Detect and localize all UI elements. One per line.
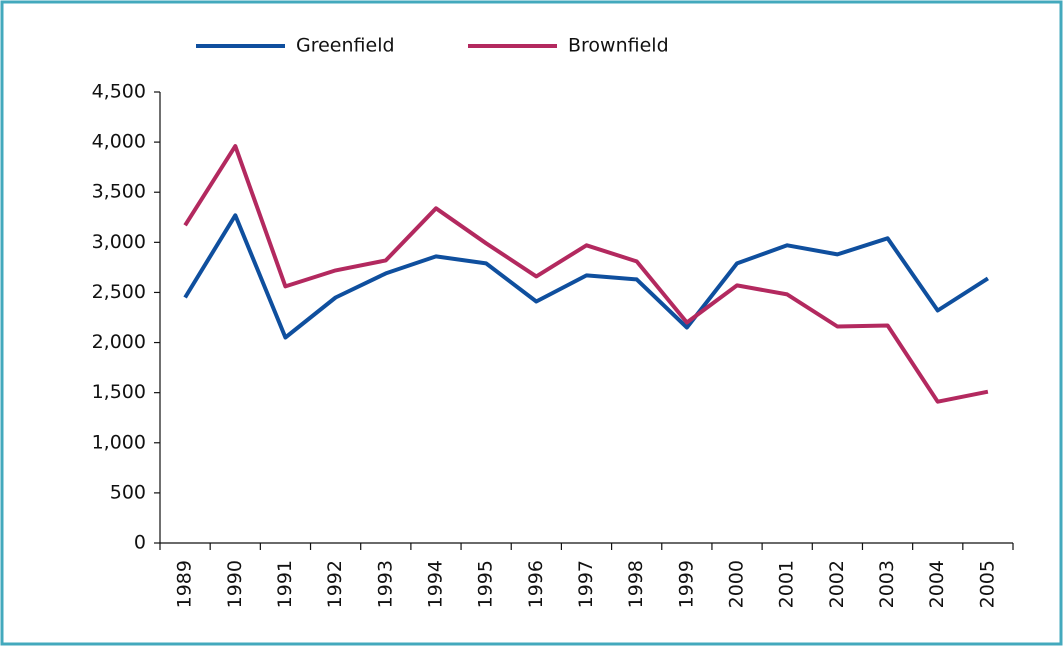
y-tick-label: 4,000 [92,131,146,153]
y-tick-label: 4,500 [92,81,146,103]
x-tick-label: 2005 [976,560,998,608]
x-tick-label: 1995 [475,560,497,608]
x-tick-label: 1996 [525,560,547,608]
y-tick-label: 2,500 [92,281,146,303]
series-line [183,213,989,340]
y-tick-label: 500 [110,481,146,503]
x-tick-label: 2003 [876,560,898,608]
x-tick-label: 1991 [274,560,296,608]
legend-label: Greenfield [296,35,395,57]
series-line [183,144,989,404]
x-tick-label: 1998 [625,560,647,608]
y-tick-label: 3,000 [92,231,146,253]
legend-label: Brownfield [568,35,669,57]
x-tick-label: 1993 [374,560,396,608]
x-tick-label: 2000 [726,560,748,608]
x-tick-label: 1992 [324,560,346,608]
x-tick-label: 1999 [675,560,697,608]
x-tick-label: 2001 [776,560,798,608]
x-tick-label: 2004 [926,560,948,608]
x-tick-label: 1997 [575,560,597,608]
y-tick-label: 1,000 [92,431,146,453]
y-tick-label: 3,500 [92,181,146,203]
x-tick-label: 1989 [174,560,196,608]
y-tick-label: 0 [134,532,146,554]
y-tick-label: 2,000 [92,331,146,353]
x-tick-label: 1990 [224,560,246,608]
y-tick-label: 1,500 [92,381,146,403]
x-tick-label: 2002 [826,560,848,608]
x-tick-label: 1994 [424,560,446,608]
